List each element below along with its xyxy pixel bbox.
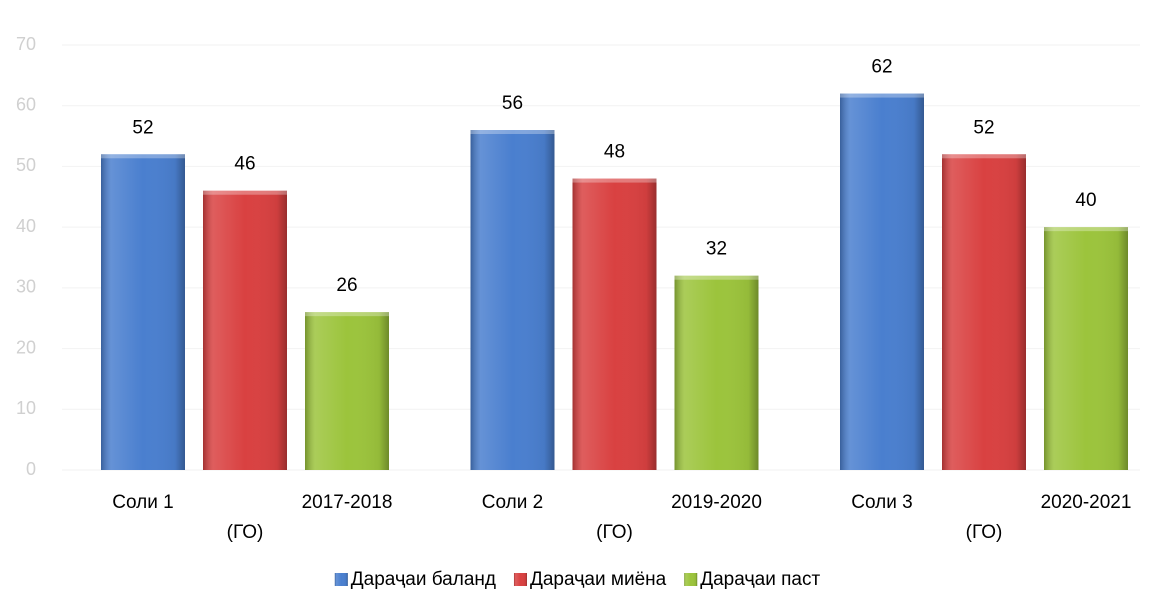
bar-shade [942, 154, 1026, 471]
bar-shade [674, 275, 759, 470]
data-label: 46 [234, 154, 255, 175]
x-tick-label: 2017-2018 [302, 492, 393, 513]
bar-shade [470, 130, 555, 470]
y-tick-label: 0 [26, 459, 36, 479]
data-label: 52 [973, 117, 994, 138]
legend-swatch-shade [334, 573, 348, 586]
x-tick-label: Соли 1 [112, 492, 173, 513]
y-tick-label: 20 [16, 337, 36, 357]
x-tick-label: (ГО) [227, 522, 264, 543]
bar-shade [305, 312, 389, 470]
data-label: 52 [132, 117, 153, 138]
x-tick-label: 2019-2020 [671, 492, 762, 513]
bar-shade [1044, 227, 1128, 470]
data-label: 48 [604, 142, 625, 163]
legend-swatch-shade [684, 573, 698, 586]
data-label: 62 [871, 57, 892, 78]
bar-bevel [840, 93, 924, 98]
legend-label: Дараҷаи паст [700, 569, 820, 590]
bar-shade [203, 190, 287, 470]
bar-bevel [572, 178, 657, 183]
data-label: 26 [336, 275, 357, 296]
bar-shade [101, 154, 185, 471]
x-tick-label: 2020-2021 [1041, 492, 1132, 513]
legend-swatch-shade [513, 573, 527, 586]
x-tick-label: Соли 3 [851, 492, 912, 513]
x-tick-label: Соли 2 [482, 492, 543, 513]
bar-bevel [470, 130, 555, 134]
x-tick-label: (ГО) [596, 522, 633, 543]
y-tick-label: 70 [16, 34, 36, 54]
data-label: 40 [1075, 190, 1096, 211]
bar-shade [572, 178, 657, 471]
y-tick-label: 50 [16, 155, 36, 175]
data-label: 32 [706, 239, 727, 260]
bar-bevel [674, 275, 759, 280]
bar-bevel [1044, 227, 1128, 232]
x-tick-label: (ГО) [966, 522, 1003, 543]
bar-bevel [942, 154, 1026, 159]
y-tick-label: 40 [16, 216, 36, 236]
legend-label: Дараҷаи миёна [530, 569, 667, 590]
y-tick-label: 60 [16, 94, 36, 114]
data-label: 56 [502, 93, 523, 114]
bar-bevel [101, 154, 185, 159]
y-tick-label: 30 [16, 277, 36, 297]
legend-label: Дараҷаи баланд [351, 569, 496, 590]
y-tick-label: 10 [16, 398, 36, 418]
bar-bevel [305, 312, 389, 317]
bar-bevel [203, 190, 287, 195]
bar-shade [840, 93, 924, 471]
